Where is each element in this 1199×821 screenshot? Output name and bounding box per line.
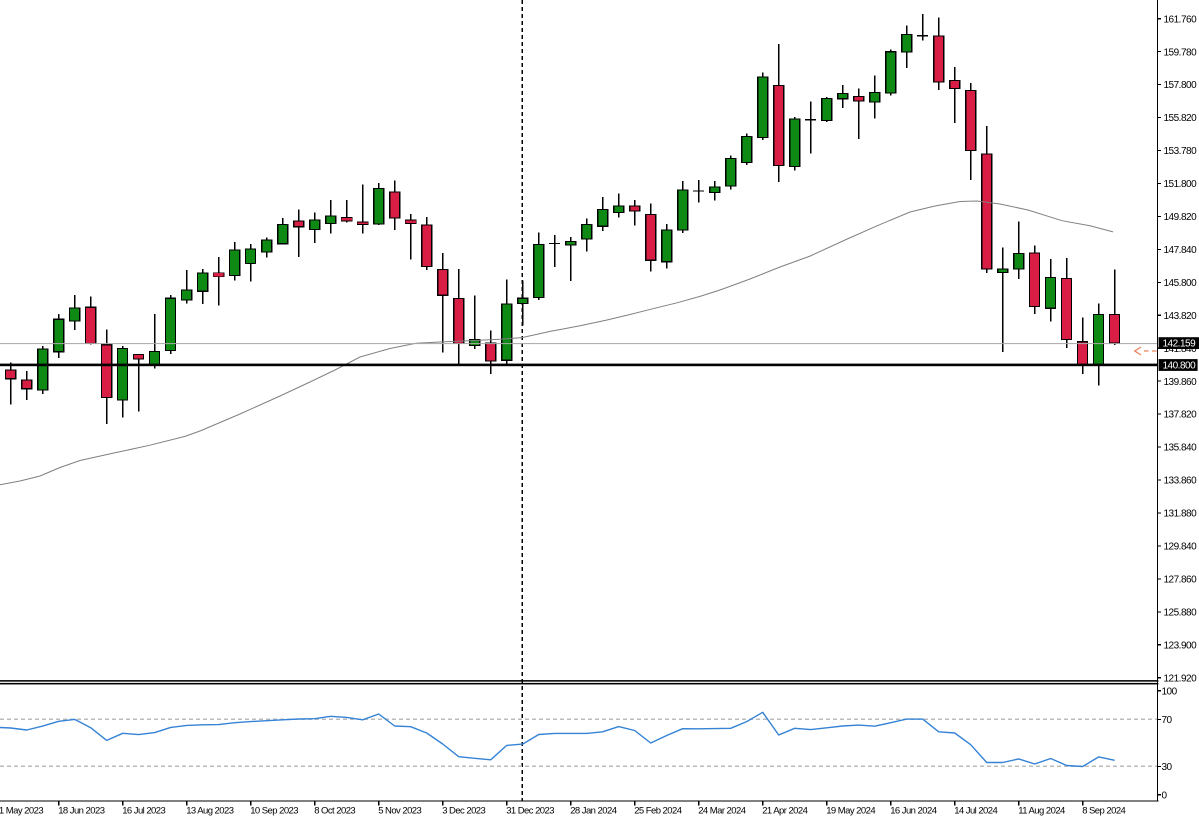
svg-text:137.820: 137.820 (1164, 410, 1198, 421)
svg-text:30: 30 (1162, 762, 1173, 773)
svg-text:11 Aug 2024: 11 Aug 2024 (1018, 805, 1065, 816)
svg-text:13 Aug 2023: 13 Aug 2023 (186, 805, 234, 816)
svg-text:16 Jun 2024: 16 Jun 2024 (890, 805, 937, 816)
svg-text:100: 100 (1162, 686, 1178, 697)
svg-text:133.860: 133.860 (1164, 476, 1198, 487)
svg-text:140.800: 140.800 (1163, 361, 1197, 372)
svg-text:129.840: 129.840 (1164, 542, 1198, 553)
svg-text:10 Sep 2023: 10 Sep 2023 (250, 805, 298, 816)
svg-text:16 Jul 2023: 16 Jul 2023 (122, 805, 165, 816)
svg-text:141.840: 141.840 (1164, 344, 1198, 355)
svg-text:21 May 2023: 21 May 2023 (0, 805, 43, 816)
svg-text:28 Jan 2024: 28 Jan 2024 (570, 805, 617, 816)
svg-text:19 May 2024: 19 May 2024 (826, 805, 875, 816)
svg-text:31 Dec 2023: 31 Dec 2023 (506, 805, 554, 816)
svg-text:21 Apr 2024: 21 Apr 2024 (762, 805, 807, 816)
svg-text:70: 70 (1162, 715, 1173, 726)
svg-text:161.760: 161.760 (1164, 14, 1198, 25)
svg-text:131.880: 131.880 (1164, 509, 1198, 520)
svg-text:153.780: 153.780 (1164, 146, 1198, 157)
svg-text:149.820: 149.820 (1164, 212, 1198, 223)
svg-text:14 Jul 2024: 14 Jul 2024 (954, 805, 997, 816)
svg-text:121.920: 121.920 (1164, 673, 1198, 684)
svg-text:135.840: 135.840 (1164, 443, 1198, 454)
svg-text:8 Sep 2024: 8 Sep 2024 (1082, 805, 1125, 816)
svg-text:18 Jun 2023: 18 Jun 2023 (58, 805, 105, 816)
svg-text:0: 0 (1162, 790, 1168, 801)
svg-text:3 Dec 2023: 3 Dec 2023 (442, 805, 485, 816)
svg-text:123.900: 123.900 (1164, 640, 1198, 651)
svg-text:155.820: 155.820 (1164, 113, 1198, 124)
svg-text:24 Mar 2024: 24 Mar 2024 (698, 805, 746, 816)
svg-text:127.860: 127.860 (1164, 574, 1198, 585)
svg-text:151.800: 151.800 (1164, 179, 1198, 190)
svg-text:125.880: 125.880 (1164, 607, 1198, 618)
svg-text:5 Nov 2023: 5 Nov 2023 (378, 805, 421, 816)
svg-text:139.860: 139.860 (1164, 377, 1198, 388)
svg-text:142.159: 142.159 (1163, 339, 1197, 350)
svg-text:157.800: 157.800 (1164, 80, 1198, 91)
svg-text:143.820: 143.820 (1164, 311, 1198, 322)
svg-text:25 Feb 2024: 25 Feb 2024 (634, 805, 682, 816)
svg-text:145.800: 145.800 (1164, 278, 1198, 289)
svg-text:8 Oct 2023: 8 Oct 2023 (314, 805, 355, 816)
svg-text:147.840: 147.840 (1164, 245, 1198, 256)
svg-text:159.780: 159.780 (1164, 47, 1198, 58)
